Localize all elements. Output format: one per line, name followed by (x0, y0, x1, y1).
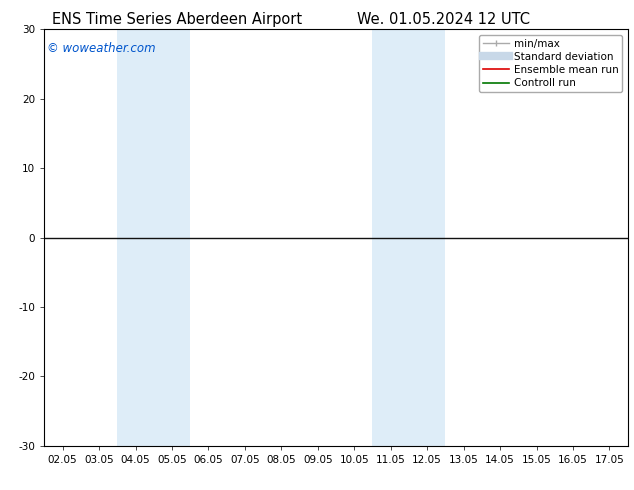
Text: We. 01.05.2024 12 UTC: We. 01.05.2024 12 UTC (358, 12, 530, 27)
Text: ENS Time Series Aberdeen Airport: ENS Time Series Aberdeen Airport (53, 12, 302, 27)
Text: © woweather.com: © woweather.com (48, 42, 156, 55)
Bar (117, 29, 190, 446)
Bar (373, 29, 445, 446)
Legend: min/max, Standard deviation, Ensemble mean run, Controll run: min/max, Standard deviation, Ensemble me… (479, 35, 623, 92)
